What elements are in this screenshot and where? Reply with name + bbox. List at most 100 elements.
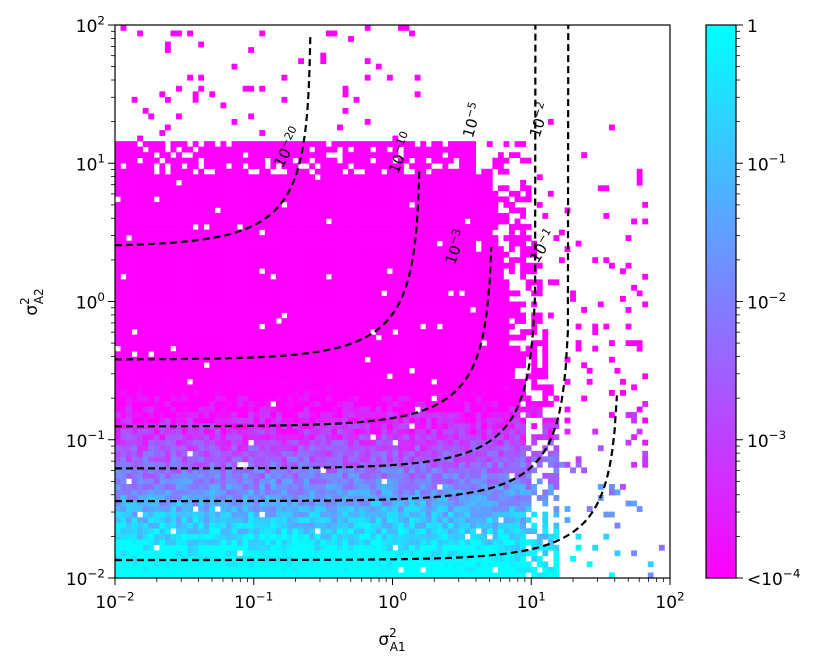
heatmap-cell [170,472,177,479]
heatmap-cell [253,201,260,208]
heatmap-cell [320,356,327,363]
heatmap-cell [237,290,243,297]
heatmap-cell [281,406,288,413]
heatmap-cell [464,500,471,507]
heatmap-cell [192,445,199,452]
heatmap-cell [237,196,243,203]
heatmap-cell [464,461,471,468]
heatmap-cell [442,439,449,446]
heatmap-cell [181,495,188,501]
heatmap-cell [176,439,182,446]
heatmap-cell [231,401,238,407]
heatmap-cell [425,246,432,253]
heatmap-cell [337,456,343,463]
heatmap-cell [226,235,232,241]
heatmap-cell [242,401,249,407]
heatmap-cell [448,467,454,474]
heatmap-cell [192,478,199,485]
heatmap-cell [248,373,255,380]
heatmap-cell [176,356,182,363]
heatmap-cell [287,174,293,181]
heatmap-cell [409,229,415,236]
heatmap-cell [264,174,271,181]
heatmap-cell [270,329,277,335]
heatmap-cell [414,345,421,352]
heatmap-cell [237,406,243,413]
heatmap-cell [270,528,277,535]
heatmap-cell [259,295,266,302]
heatmap-cell [242,511,249,518]
heatmap-cell [292,395,299,402]
heatmap-cell [120,555,127,562]
heatmap-cell [409,179,415,186]
heatmap-cell [270,318,277,324]
heatmap-cell [153,456,160,463]
heatmap-cell [292,572,299,578]
heatmap-cell [270,511,277,518]
heatmap-cell [126,395,132,402]
heatmap-cell [348,572,354,578]
heatmap-cell [176,190,182,197]
heatmap-cell [298,489,304,496]
heatmap-cell [181,279,188,286]
heatmap-cell [237,395,243,402]
heatmap-cell [470,445,477,452]
heatmap-cell [220,450,227,457]
heatmap-cell [248,500,255,507]
heatmap-cell [192,373,199,380]
heatmap-cell [281,439,288,446]
heatmap-cell [375,301,382,308]
heatmap-cell [403,201,410,208]
heatmap-cell [448,179,454,186]
heatmap-cell [309,201,316,208]
heatmap-cell [120,329,127,335]
heatmap-cell [470,495,477,501]
heatmap-cell [459,572,465,578]
heatmap-cell [170,539,177,546]
heatmap-cell [425,412,432,418]
heatmap-cell [120,251,127,258]
heatmap-cell [442,406,449,413]
heatmap-cell [275,511,282,518]
heatmap-cell [275,157,282,164]
heatmap-cell [342,268,349,275]
heatmap-cell [226,417,232,424]
heatmap-cell [392,467,399,474]
heatmap-cell [381,472,388,479]
heatmap-cell [270,185,277,192]
heatmap-cell [209,511,216,518]
heatmap-cell [442,351,449,358]
heatmap-cell [198,417,205,424]
heatmap-cell [153,461,160,468]
heatmap-cell [331,201,338,208]
heatmap-cell [281,478,288,485]
heatmap-cell [309,284,316,291]
heatmap-cell [359,218,366,225]
heatmap-cell [281,417,288,424]
heatmap-cell [153,373,160,380]
heatmap-cell [181,367,188,374]
heatmap-cell [353,279,360,286]
heatmap-cell [403,146,410,153]
heatmap-cell [459,152,465,159]
heatmap-cell [298,201,304,208]
heatmap-cell [192,96,199,103]
heatmap-cell [470,483,477,490]
heatmap-cell [331,229,338,236]
heatmap-cell [264,329,271,335]
heatmap-cell [164,533,171,540]
heatmap-cell [198,74,205,81]
heatmap-cell [386,561,393,568]
heatmap-cell [320,572,327,578]
heatmap-cell [470,517,477,523]
heatmap-cell [353,406,360,413]
heatmap-cell [359,301,366,308]
heatmap-cell [203,555,210,562]
heatmap-cell [115,467,121,474]
heatmap-cell [281,401,288,407]
heatmap-cell [320,201,327,208]
heatmap-cell [375,318,382,324]
heatmap-cell [403,489,410,496]
heatmap-cell [131,472,138,479]
heatmap-cell [386,201,393,208]
